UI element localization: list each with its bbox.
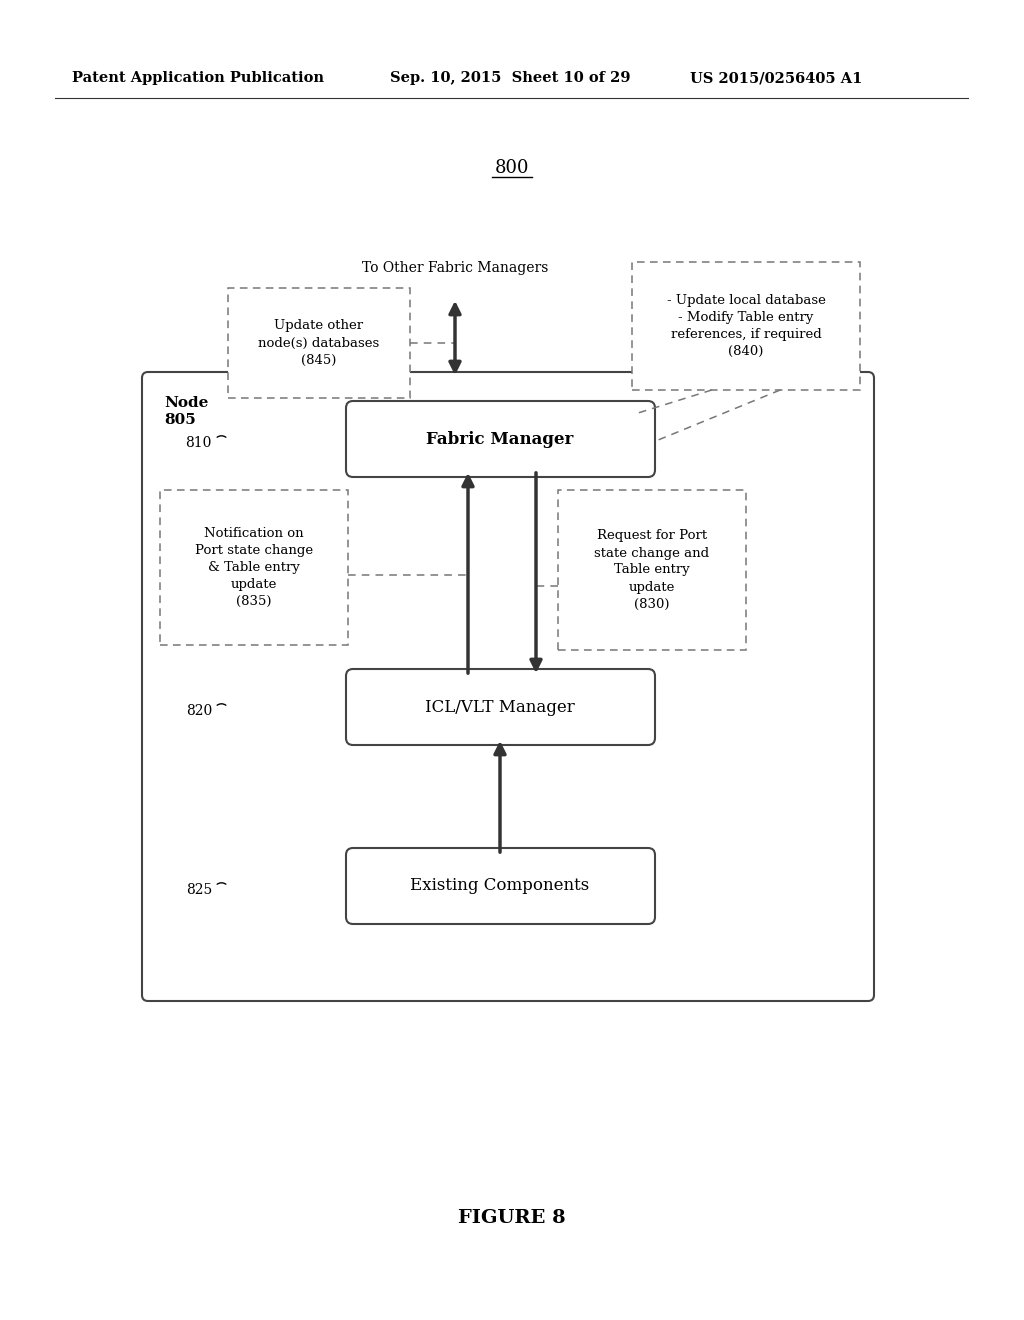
FancyBboxPatch shape: [558, 490, 746, 649]
Text: Existing Components: Existing Components: [411, 878, 590, 895]
FancyBboxPatch shape: [142, 372, 874, 1001]
Text: To Other Fabric Managers: To Other Fabric Managers: [361, 261, 548, 275]
Text: Sep. 10, 2015  Sheet 10 of 29: Sep. 10, 2015 Sheet 10 of 29: [390, 71, 631, 84]
FancyBboxPatch shape: [346, 669, 655, 744]
FancyBboxPatch shape: [160, 490, 348, 645]
Text: US 2015/0256405 A1: US 2015/0256405 A1: [690, 71, 862, 84]
Text: 825: 825: [185, 883, 212, 898]
Text: - Update local database
- Modify Table entry
references, if required
(840): - Update local database - Modify Table e…: [667, 294, 825, 358]
Text: Fabric Manager: Fabric Manager: [426, 430, 573, 447]
Text: Update other
node(s) databases
(845): Update other node(s) databases (845): [258, 319, 380, 367]
Text: 810: 810: [185, 436, 212, 450]
Text: Node
805: Node 805: [164, 396, 208, 428]
Text: 820: 820: [185, 704, 212, 718]
Text: Notification on
Port state change
& Table entry
update
(835): Notification on Port state change & Tabl…: [195, 527, 313, 609]
FancyBboxPatch shape: [346, 401, 655, 477]
FancyBboxPatch shape: [632, 261, 860, 389]
Text: ICL/VLT Manager: ICL/VLT Manager: [425, 698, 574, 715]
FancyBboxPatch shape: [346, 847, 655, 924]
Text: Patent Application Publication: Patent Application Publication: [72, 71, 324, 84]
Text: 800: 800: [495, 158, 529, 177]
Text: Request for Port
state change and
Table entry
update
(830): Request for Port state change and Table …: [595, 529, 710, 610]
FancyBboxPatch shape: [228, 288, 410, 399]
Text: FIGURE 8: FIGURE 8: [458, 1209, 566, 1228]
